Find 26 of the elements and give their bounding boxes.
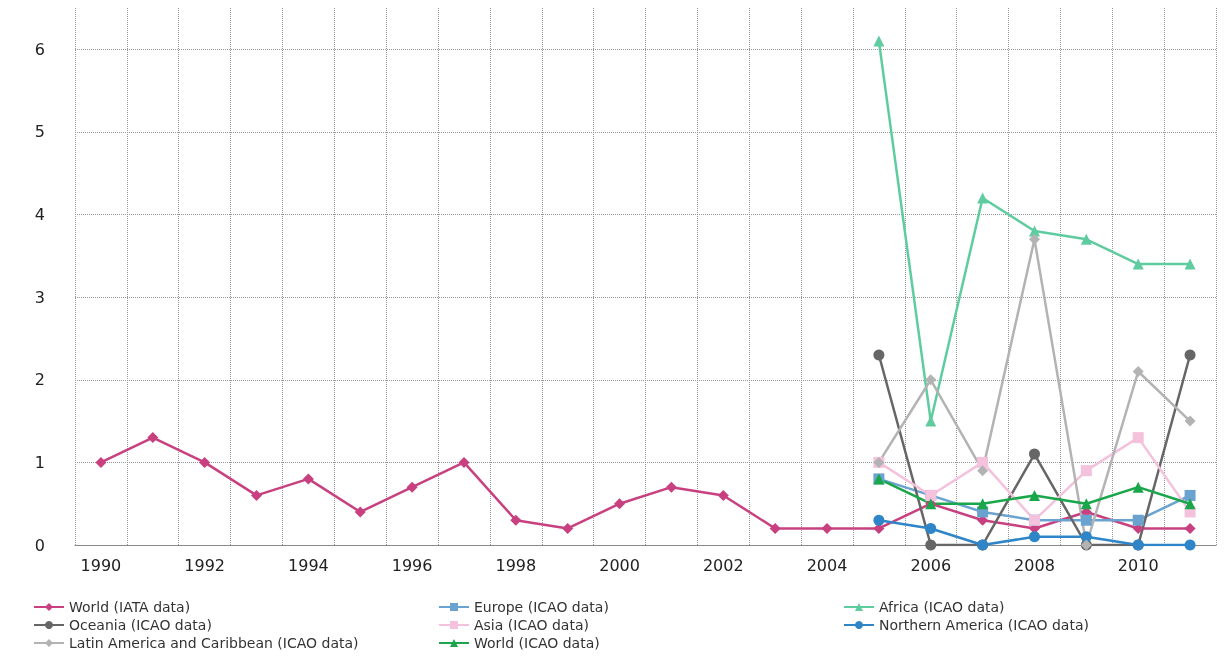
y-tick-label: 2: [34, 370, 45, 390]
x-tick-label: 1994: [288, 555, 329, 575]
y-tick-label: 4: [34, 205, 45, 225]
x-tick-label: 2008: [1014, 555, 1055, 575]
x-tick-label: 2002: [702, 555, 744, 575]
y-tick-label: 3: [34, 287, 45, 307]
legend-label: Oceania (ICAO data): [69, 617, 212, 633]
y-tick-label: 0: [34, 535, 45, 555]
y-tick-label: 5: [34, 122, 45, 142]
x-tick-label: 1996: [391, 555, 433, 575]
y-tick-label: 1: [34, 452, 45, 472]
x-tick-label: 1998: [495, 555, 537, 575]
x-tick-label: 2010: [1117, 555, 1159, 575]
legend-label: Northern America (ICAO data): [879, 617, 1089, 633]
x-tick-label: 1990: [80, 555, 122, 575]
legend-label: Asia (ICAO data): [474, 617, 589, 633]
x-tick-label: 2000: [599, 555, 640, 575]
legend-label: Africa (ICAO data): [879, 599, 1005, 615]
x-tick-label: 2004: [806, 555, 848, 575]
legend-label: World (ICAO data): [474, 635, 600, 651]
legend-label: Europe (ICAO data): [474, 599, 609, 615]
x-tick-label: 1992: [184, 555, 226, 575]
legend-label: World (IATA data): [69, 599, 191, 615]
x-tick-label: 2006: [910, 555, 952, 575]
y-tick-label: 6: [34, 39, 45, 59]
legend-label: Latin America and Caribbean (ICAO data): [69, 635, 359, 651]
